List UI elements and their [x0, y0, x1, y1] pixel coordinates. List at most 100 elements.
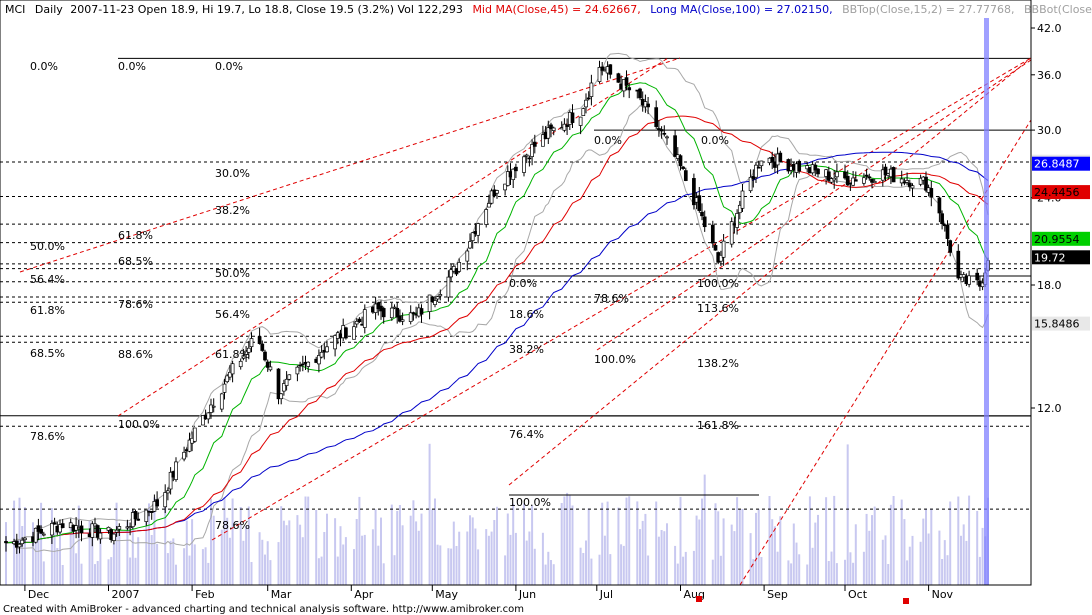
- price-bar-body: [438, 294, 443, 297]
- volume-bar: [496, 506, 498, 585]
- price-bar: [586, 91, 591, 101]
- price-bar: [524, 153, 529, 164]
- volume-bar: [582, 553, 585, 585]
- price-bar-body: [354, 320, 359, 325]
- price-bar: [589, 74, 594, 106]
- volume-bar: [358, 496, 361, 585]
- price-bar: [851, 171, 855, 186]
- price-bar: [241, 348, 246, 361]
- volume-bar: [601, 502, 604, 585]
- volume-bar: [598, 554, 601, 585]
- price-bar-body: [748, 176, 753, 192]
- volume-bar: [978, 556, 981, 585]
- x-tick-label: May: [435, 588, 458, 601]
- volume-bar: [628, 496, 631, 585]
- price-bar: [864, 168, 869, 180]
- volume-bar: [264, 554, 266, 585]
- volume-bar: [911, 535, 914, 585]
- volume-bar: [738, 509, 741, 585]
- volume-bar: [682, 556, 685, 585]
- price-bar-body: [36, 525, 41, 532]
- y-tick-label: 36.0: [1037, 69, 1062, 82]
- x-tick-label: 2007: [112, 588, 140, 601]
- volume-bar: [393, 555, 396, 585]
- price-bar-body: [549, 124, 553, 130]
- price-bar-body: [187, 439, 192, 452]
- volume-bar: [466, 531, 469, 585]
- price-bar-body: [597, 67, 602, 82]
- price-bar-body: [843, 171, 847, 179]
- volume-bar: [56, 548, 59, 585]
- price-bar: [883, 163, 888, 182]
- fib-label: 100.0%: [118, 418, 160, 431]
- price-bar: [433, 296, 437, 308]
- price-bar-body: [112, 533, 116, 541]
- volume-bar: [490, 531, 493, 585]
- price-bar: [956, 244, 961, 280]
- volume-bar: [269, 560, 272, 585]
- price-bar: [446, 270, 451, 302]
- volume-bar: [344, 537, 347, 585]
- volume-bar: [412, 500, 415, 585]
- volume-bar: [701, 498, 703, 585]
- price-bar-body: [907, 182, 912, 187]
- volume-bar: [15, 545, 18, 585]
- price-bar: [136, 512, 141, 521]
- price-bar-body: [389, 307, 394, 319]
- fib-label: 78.6%: [118, 298, 153, 311]
- price-bar-body: [90, 523, 95, 538]
- price-bar-body: [522, 156, 526, 173]
- volume-bar: [512, 503, 515, 585]
- price-bar: [333, 334, 337, 357]
- price-bar-body: [735, 213, 739, 228]
- price-bars: [4, 60, 990, 554]
- volume-bar: [674, 545, 677, 585]
- price-bar-body: [222, 383, 227, 393]
- price-bar: [845, 170, 850, 186]
- volume-bar: [431, 509, 434, 585]
- price-bar-body: [654, 107, 659, 127]
- volume-bar: [455, 546, 458, 585]
- price-bar: [238, 358, 243, 370]
- volume-bar: [657, 536, 660, 585]
- price-bar-body: [608, 64, 613, 75]
- fib-label: 78.6%: [215, 519, 250, 532]
- volume-bar: [808, 496, 811, 585]
- price-bar-body: [853, 179, 858, 182]
- price-bar: [389, 302, 394, 321]
- price-bar: [581, 107, 586, 116]
- price-bar-body: [238, 360, 243, 368]
- price-bar-body: [260, 343, 265, 351]
- volume-bar: [609, 554, 612, 585]
- price-bar: [52, 517, 57, 525]
- header-interval: Daily: [35, 3, 63, 16]
- price-bar-body: [470, 232, 475, 241]
- volume-bar: [509, 534, 512, 585]
- price-bar: [489, 188, 494, 205]
- price-bar: [60, 519, 65, 529]
- price-bar: [759, 160, 764, 172]
- fib-label: 0.0%: [701, 134, 729, 147]
- volume-bar: [892, 496, 895, 585]
- chart-header: MCI Daily 2007-11-23 Open 18.9, Hi 19.7,…: [5, 3, 1092, 16]
- volume-bar: [938, 530, 941, 585]
- volume-bar: [299, 524, 302, 585]
- price-bar: [937, 196, 942, 223]
- price-bar: [565, 118, 569, 135]
- price-bar: [470, 232, 475, 249]
- price-bar: [36, 518, 41, 541]
- volume-bar: [285, 525, 288, 585]
- price-bar: [95, 524, 100, 541]
- price-bar-body: [503, 183, 507, 191]
- volume-bar: [719, 555, 722, 585]
- volume-bar: [175, 564, 177, 585]
- volume-bar: [296, 515, 299, 585]
- axis-value-tag-bg: [1032, 316, 1090, 331]
- price-bar: [222, 378, 227, 400]
- volume-bar: [868, 530, 871, 585]
- price-bar: [419, 304, 424, 323]
- cursor-line[interactable]: [984, 18, 989, 585]
- price-bar: [700, 203, 704, 221]
- volume-bar: [566, 492, 569, 585]
- volume-bar: [976, 511, 979, 585]
